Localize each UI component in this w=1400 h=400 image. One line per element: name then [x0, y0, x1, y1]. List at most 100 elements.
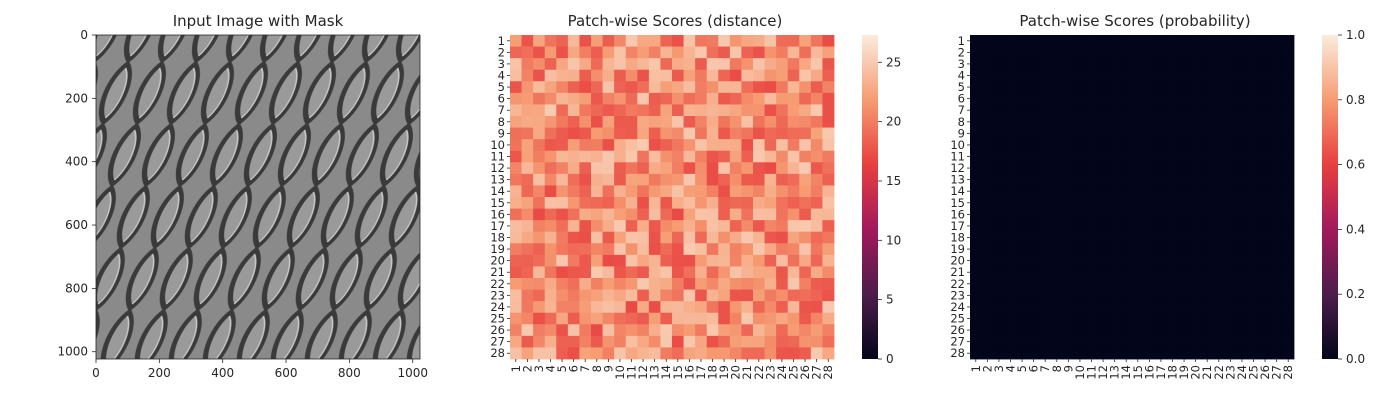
heatmap-cell	[799, 243, 812, 256]
heatmap-cell	[1270, 324, 1283, 337]
heatmap-cell	[556, 266, 569, 279]
heatmap-cell	[1155, 289, 1168, 302]
heatmap-cell	[602, 150, 615, 163]
colorbar-tick-label: 0.0	[1346, 352, 1365, 366]
colorbar-tick-label: 25	[886, 55, 901, 69]
heatmap-cell	[1108, 208, 1121, 221]
colorbar-tick-label: 20	[886, 115, 901, 129]
heatmap-cell	[1108, 347, 1121, 360]
heatmap-cell	[718, 104, 731, 117]
colorbar-tick-label: 0.2	[1346, 287, 1365, 301]
heatmap-cell	[1097, 254, 1110, 267]
heatmap-cell	[993, 208, 1006, 221]
heatmap-cell	[567, 301, 580, 314]
heatmap-cell	[1074, 185, 1087, 198]
heatmap-cell	[753, 278, 765, 290]
heatmap-cell	[660, 104, 673, 117]
heatmap-cell	[1259, 116, 1272, 128]
heatmap-cell	[1051, 173, 1063, 186]
heatmap-cell	[810, 347, 823, 360]
heatmap-cell	[1108, 266, 1121, 279]
heatmap-cell	[729, 301, 742, 314]
heatmap-cell	[764, 127, 777, 140]
heatmap-cell	[741, 301, 754, 314]
heatmap-cell	[1201, 127, 1214, 140]
heatmap-cell	[1178, 347, 1191, 360]
heatmap-cell	[1224, 139, 1237, 152]
heatmap-cell	[602, 289, 615, 302]
heatmap-cell	[510, 173, 522, 186]
heatmap-cell	[718, 81, 731, 94]
heatmap-cell	[810, 301, 823, 314]
heatmap-cell	[1004, 58, 1017, 71]
heatmap-cell	[1016, 301, 1029, 314]
heatmap-cell	[1004, 46, 1017, 59]
heatmap-cell	[706, 301, 719, 314]
heatmap-cell	[1155, 69, 1168, 82]
heatmap-cell	[648, 243, 661, 256]
heatmap-cell	[1259, 266, 1272, 279]
heatmap-cell	[510, 347, 522, 360]
heatmap-cell	[787, 197, 800, 209]
heatmap-cell	[602, 35, 615, 47]
heatmap-cell	[1166, 150, 1179, 163]
heatmap-cell	[544, 46, 557, 59]
heatmap-cell	[741, 127, 754, 140]
heatmap-cell	[1155, 243, 1168, 256]
col-label: 16	[682, 365, 696, 380]
heatmap-cell	[1259, 231, 1272, 244]
heatmap-cell	[660, 81, 673, 94]
heatmap-cell	[1178, 243, 1191, 256]
heatmap-cell	[614, 197, 627, 209]
heatmap-cell	[637, 173, 650, 186]
col-label: 21	[740, 365, 754, 380]
heatmap-cell	[753, 127, 765, 140]
heatmap-cell	[533, 347, 546, 360]
heatmap-cell	[567, 173, 580, 186]
heatmap-cell	[660, 289, 673, 302]
heatmap-cell	[672, 197, 684, 209]
heatmap-cell	[787, 312, 800, 325]
heatmap-cell	[1062, 150, 1075, 163]
heatmap-cell	[1201, 335, 1214, 348]
heatmap-cell	[521, 220, 534, 233]
heatmap-cell	[822, 220, 835, 233]
heatmap-cell	[810, 197, 823, 209]
heatmap-cell	[741, 150, 754, 163]
heatmap-cell	[970, 208, 982, 221]
heatmap-cell	[1051, 139, 1063, 152]
heatmap-cell	[1120, 324, 1133, 337]
heatmap-cell	[1074, 208, 1087, 221]
col-label: 18	[1166, 365, 1180, 380]
heatmap-cell	[602, 347, 615, 360]
heatmap-cell	[787, 92, 800, 105]
heatmap-cell	[1132, 162, 1144, 175]
heatmap-cell	[981, 127, 994, 140]
heatmap-cell	[1270, 335, 1283, 348]
heatmap-cell	[579, 220, 592, 233]
heatmap-cell	[637, 35, 650, 47]
heatmap-cell	[672, 254, 684, 267]
heatmap-cell	[544, 347, 557, 360]
row-label: 9	[958, 126, 965, 140]
heatmap-cell	[1282, 127, 1295, 140]
heatmap-cell	[602, 254, 615, 267]
heatmap-cell	[993, 231, 1006, 244]
heatmap-cell	[729, 173, 742, 186]
heatmap-cell	[672, 104, 684, 117]
heatmap-cell	[1120, 254, 1133, 267]
heatmap-cell	[993, 116, 1006, 128]
panel2-title: Patch-wise Scores (distance)	[568, 12, 783, 30]
heatmap-cell	[1051, 58, 1063, 71]
heatmap-cell	[1189, 278, 1202, 290]
heatmap-cell	[1213, 254, 1225, 267]
heatmap-cell	[660, 58, 673, 71]
heatmap-cell	[591, 116, 603, 128]
heatmap-cell	[695, 266, 708, 279]
heatmap-cell	[1120, 116, 1133, 128]
col-label: 9	[601, 365, 615, 372]
heatmap-cell	[614, 220, 627, 233]
heatmap-cell	[981, 185, 994, 198]
heatmap-cell	[1178, 92, 1191, 105]
